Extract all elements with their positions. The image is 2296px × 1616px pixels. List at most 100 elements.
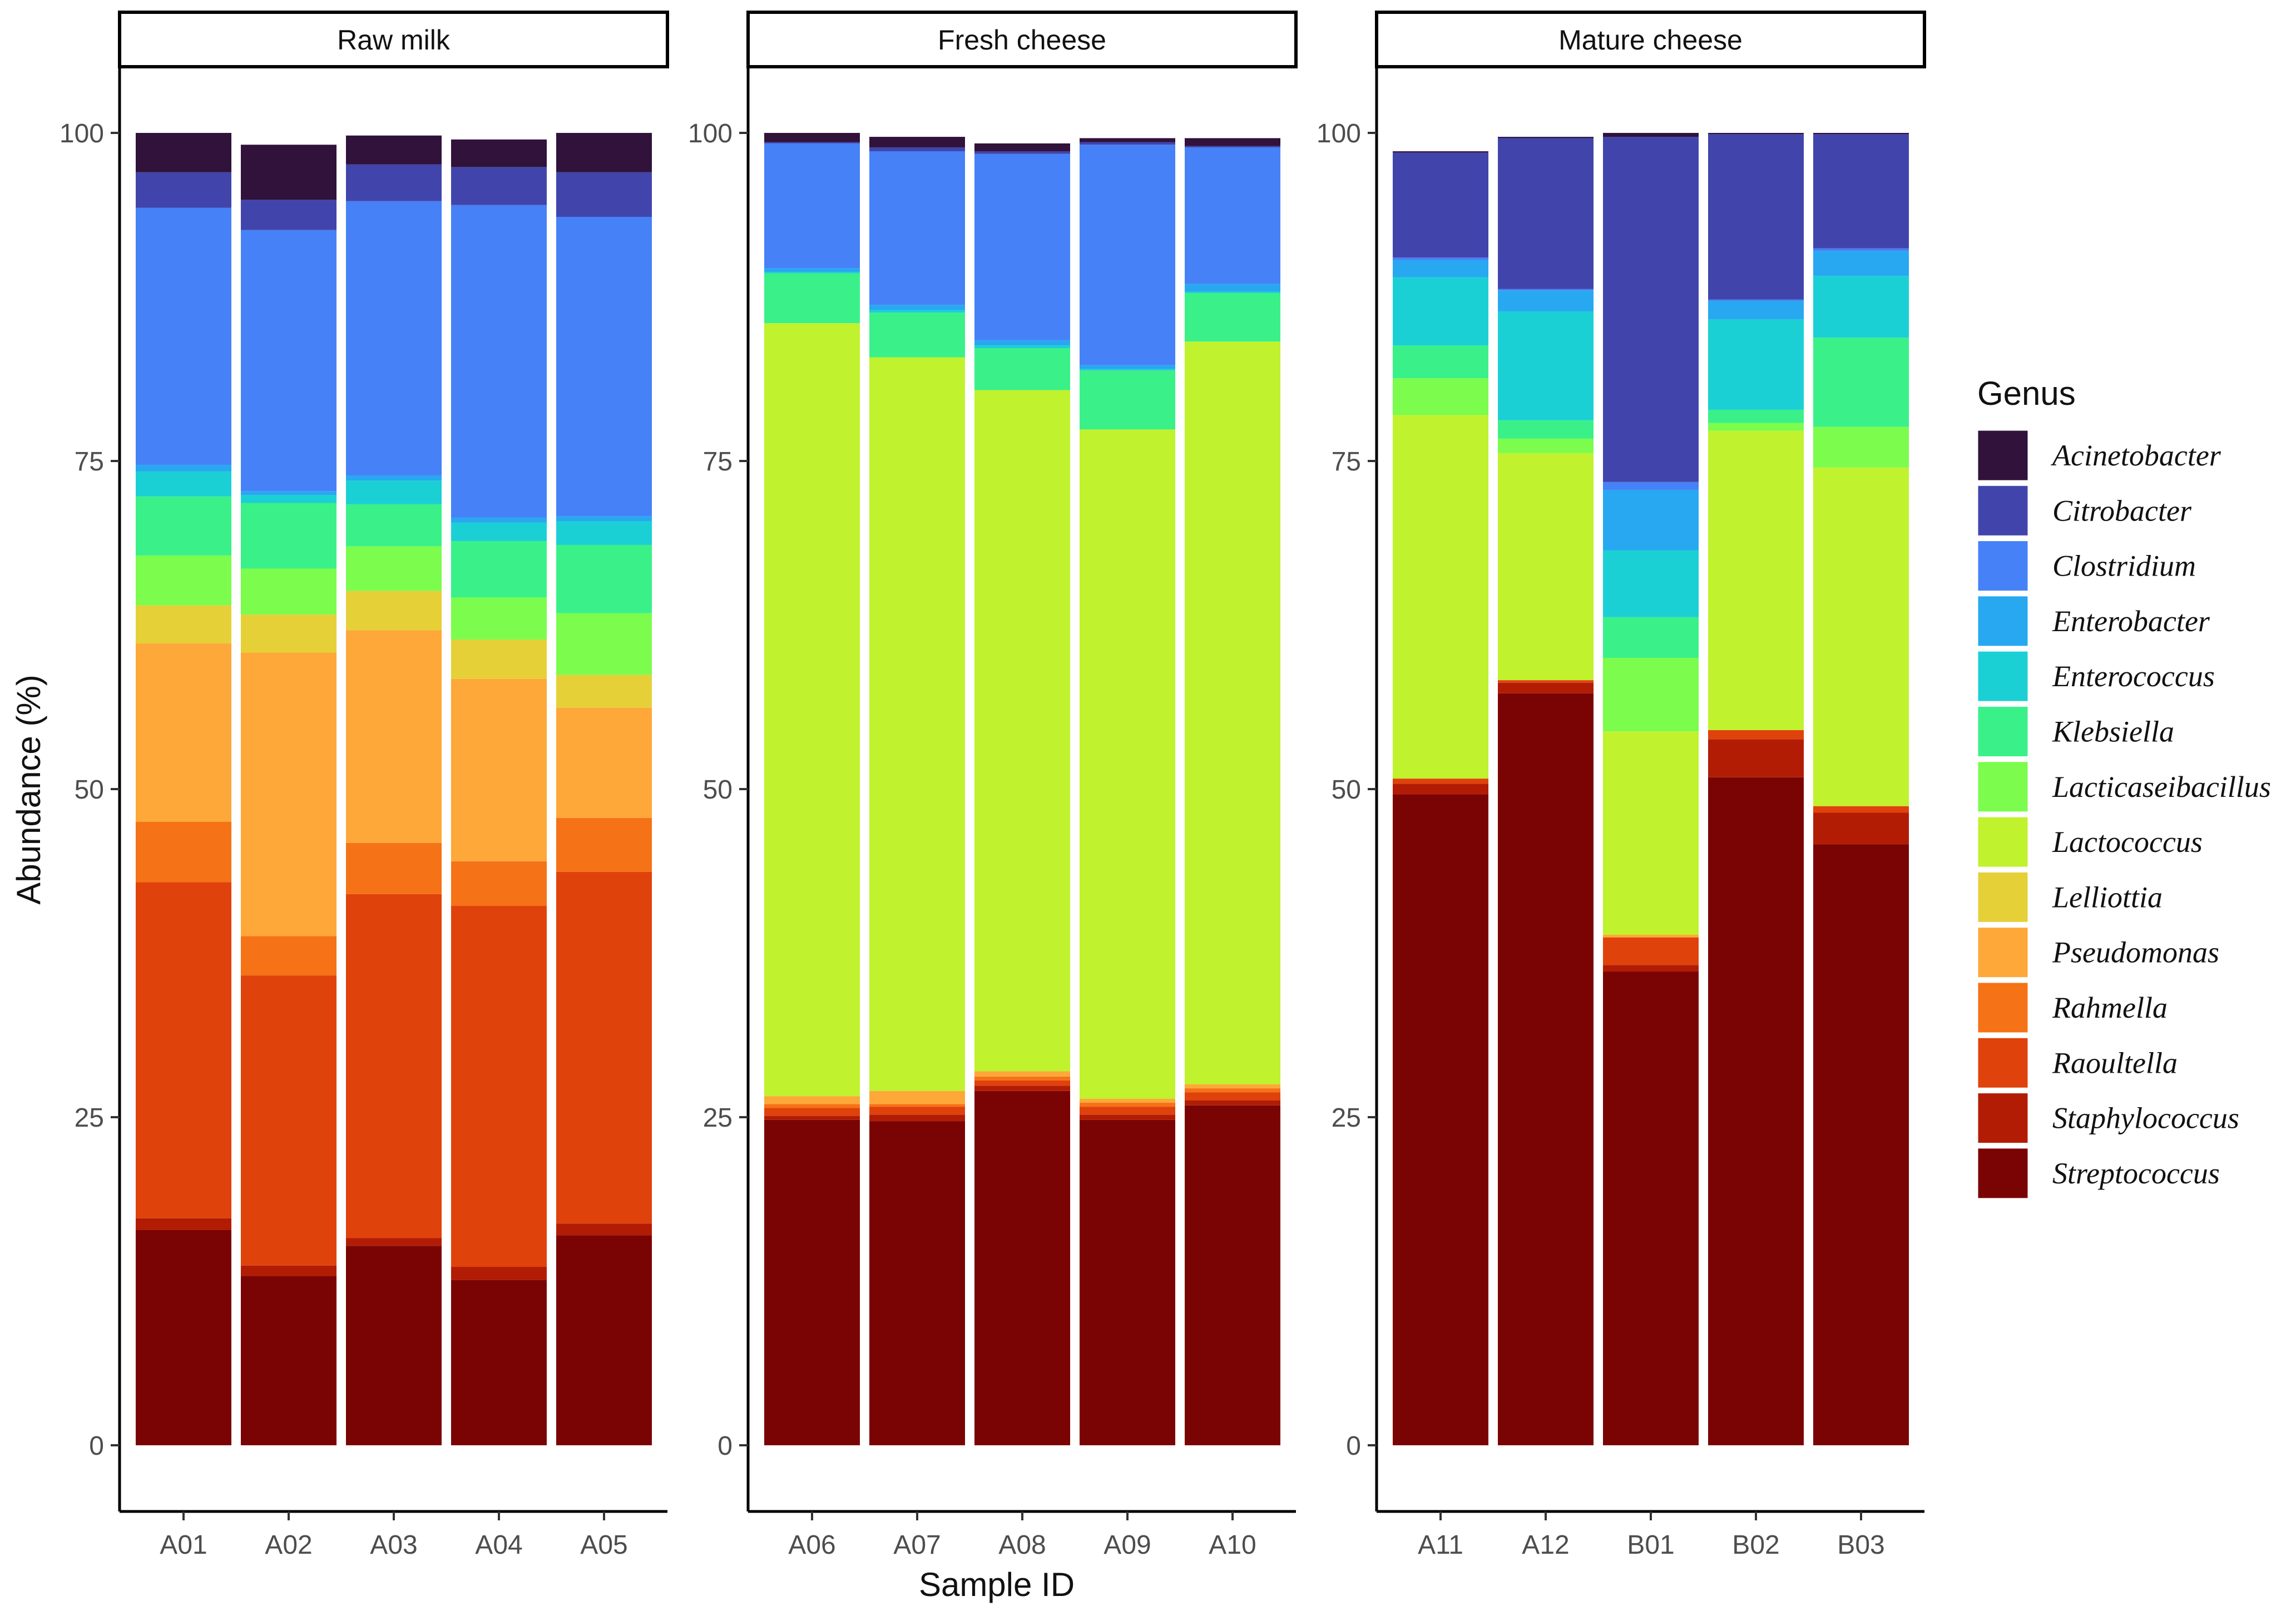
bar-segment-raoultella xyxy=(1708,730,1804,740)
bar-segment-rahmella xyxy=(974,1076,1070,1080)
legend-item-enterococcus: Enterococcus xyxy=(1976,650,2215,703)
bar-a07 xyxy=(869,137,965,1445)
bar-segment-pseudomonas xyxy=(869,1090,965,1104)
bar-segment-citrobacter xyxy=(1185,146,1280,147)
bar-segment-acinetobacter xyxy=(451,139,547,167)
bar-segment-lelliottia xyxy=(346,591,442,631)
bar-segment-pseudomonas xyxy=(451,678,547,861)
bar-segment-acinetobacter xyxy=(1185,138,1280,146)
legend-key-citrobacter xyxy=(1976,484,2030,537)
bar-segment-enterobacter xyxy=(1185,284,1280,292)
bar-segment-raoultella xyxy=(136,882,231,1218)
legend-key-lelliottia xyxy=(1976,870,2030,924)
bar-segment-clostridium xyxy=(241,230,337,492)
bar-segment-rahmella xyxy=(556,817,652,872)
bar-segment-clostridium xyxy=(1393,257,1488,260)
bar-segment-lacticaseibacillus xyxy=(556,613,652,675)
bar-segment-raoultella xyxy=(556,871,652,1224)
bar-segment-rahmella xyxy=(764,1104,860,1108)
bar-a06 xyxy=(764,133,860,1445)
bar-segment-raoultella xyxy=(346,894,442,1238)
bar-segment-citrobacter xyxy=(1080,142,1175,145)
x-tick-label: B02 xyxy=(1732,1530,1779,1560)
bar-segment-lactococcus xyxy=(1185,341,1280,1084)
bar-segment-enterococcus xyxy=(764,272,860,274)
bar-segment-lactococcus xyxy=(1393,415,1488,779)
bar-segment-acinetobacter xyxy=(974,143,1070,152)
bar-segment-clostridium xyxy=(974,153,1070,340)
bar-segment-staphylococcus xyxy=(241,1265,337,1276)
legend-item-raoultella: Raoultella xyxy=(1976,1036,2178,1089)
bar-segment-enterococcus xyxy=(346,480,442,504)
bar-segment-lelliottia xyxy=(556,675,652,708)
legend-label-lelliottia: Lelliottia xyxy=(2052,880,2163,914)
legend-item-acinetobacter: Acinetobacter xyxy=(1976,429,2221,482)
bar-segment-enterobacter xyxy=(1603,489,1699,551)
legend: Genus Acinetobacter Citrobacter Clostridiu… xyxy=(1976,375,2271,1200)
bar-segment-enterobacter xyxy=(451,517,547,523)
y-tick-label: 75 xyxy=(703,447,733,477)
bar-segment-clostridium xyxy=(346,201,442,475)
facet-label-fresh-cheese: Fresh cheese xyxy=(938,24,1106,56)
bar-segment-enterobacter xyxy=(1708,301,1804,320)
legend-item-lacticaseibacillus: Lacticaseibacillus xyxy=(1976,760,2271,814)
legend-key-pseudomonas xyxy=(1976,926,2030,979)
bar-segment-klebsiella xyxy=(1080,370,1175,430)
legend-label-citrobacter: Citrobacter xyxy=(2052,494,2192,527)
bar-segment-enterococcus xyxy=(1185,291,1280,293)
bar-segment-acinetobacter xyxy=(1498,137,1594,138)
facet-label-raw-milk: Raw milk xyxy=(337,24,451,56)
bar-segment-acinetobacter xyxy=(346,135,442,165)
y-tick-label: 50 xyxy=(1332,775,1361,805)
bar-segment-acinetobacter xyxy=(136,133,231,172)
bar-segment-lactococcus xyxy=(974,390,1070,1072)
bar-segment-clostridium xyxy=(1708,299,1804,301)
bar-segment-streptococcus xyxy=(1185,1105,1280,1445)
bar-segment-streptococcus xyxy=(1708,777,1804,1445)
bar-a04 xyxy=(451,139,547,1445)
legend-item-rahmella: Rahmella xyxy=(1976,981,2168,1034)
bar-segment-klebsiella xyxy=(974,348,1070,390)
bar-b02 xyxy=(1708,133,1804,1445)
bar-segment-acinetobacter xyxy=(1708,133,1804,135)
bar-segment-enterococcus xyxy=(1708,319,1804,410)
bar-segment-rahmella xyxy=(869,1104,965,1107)
bar-segment-citrobacter xyxy=(1813,134,1909,249)
bar-segment-staphylococcus xyxy=(764,1116,860,1120)
x-tick-label: B03 xyxy=(1837,1530,1884,1560)
bar-segment-raoultella xyxy=(1498,680,1594,683)
legend-item-klebsiella: Klebsiella xyxy=(1976,705,2174,758)
legend-label-klebsiella: Klebsiella xyxy=(2052,715,2174,748)
bar-segment-enterococcus xyxy=(1080,369,1175,371)
bar-segment-streptococcus xyxy=(764,1119,860,1445)
legend-key-streptococcus xyxy=(1976,1147,2030,1200)
y-tick-label: 25 xyxy=(703,1103,733,1133)
bar-a11 xyxy=(1393,151,1488,1445)
bar-segment-lelliottia xyxy=(241,614,337,653)
legend-key-lactococcus xyxy=(1976,815,2030,869)
bar-segment-streptococcus xyxy=(869,1121,965,1445)
bar-segment-lacticaseibacillus xyxy=(346,546,442,591)
bar-segment-pseudomonas xyxy=(1185,1084,1280,1089)
x-tick-label: A08 xyxy=(998,1530,1046,1560)
bar-segment-raoultella xyxy=(764,1108,860,1116)
bar-a09 xyxy=(1080,138,1175,1445)
bar-segment-streptococcus xyxy=(451,1280,547,1445)
y-tick-label: 75 xyxy=(1332,447,1361,477)
bar-segment-raoultella xyxy=(451,906,547,1267)
bar-segment-lacticaseibacillus xyxy=(451,597,547,640)
legend-key-acinetobacter xyxy=(1976,429,2030,482)
bar-segment-acinetobacter xyxy=(1813,133,1909,135)
bar-segment-streptococcus xyxy=(556,1235,652,1445)
bar-segment-staphylococcus xyxy=(1603,965,1699,972)
bar-segment-lacticaseibacillus xyxy=(241,568,337,615)
bar-segment-citrobacter xyxy=(764,142,860,143)
bar-segment-lacticaseibacillus xyxy=(1498,438,1594,453)
legend-label-streptococcus: Streptococcus xyxy=(2052,1157,2220,1190)
bar-segment-klebsiella xyxy=(764,273,860,324)
bar-segment-enterobacter xyxy=(346,475,442,481)
bar-a08 xyxy=(974,143,1070,1445)
bar-segment-staphylococcus xyxy=(974,1085,1070,1091)
y-tick-label: 100 xyxy=(1317,119,1361,148)
bar-segment-staphylococcus xyxy=(1080,1114,1175,1120)
